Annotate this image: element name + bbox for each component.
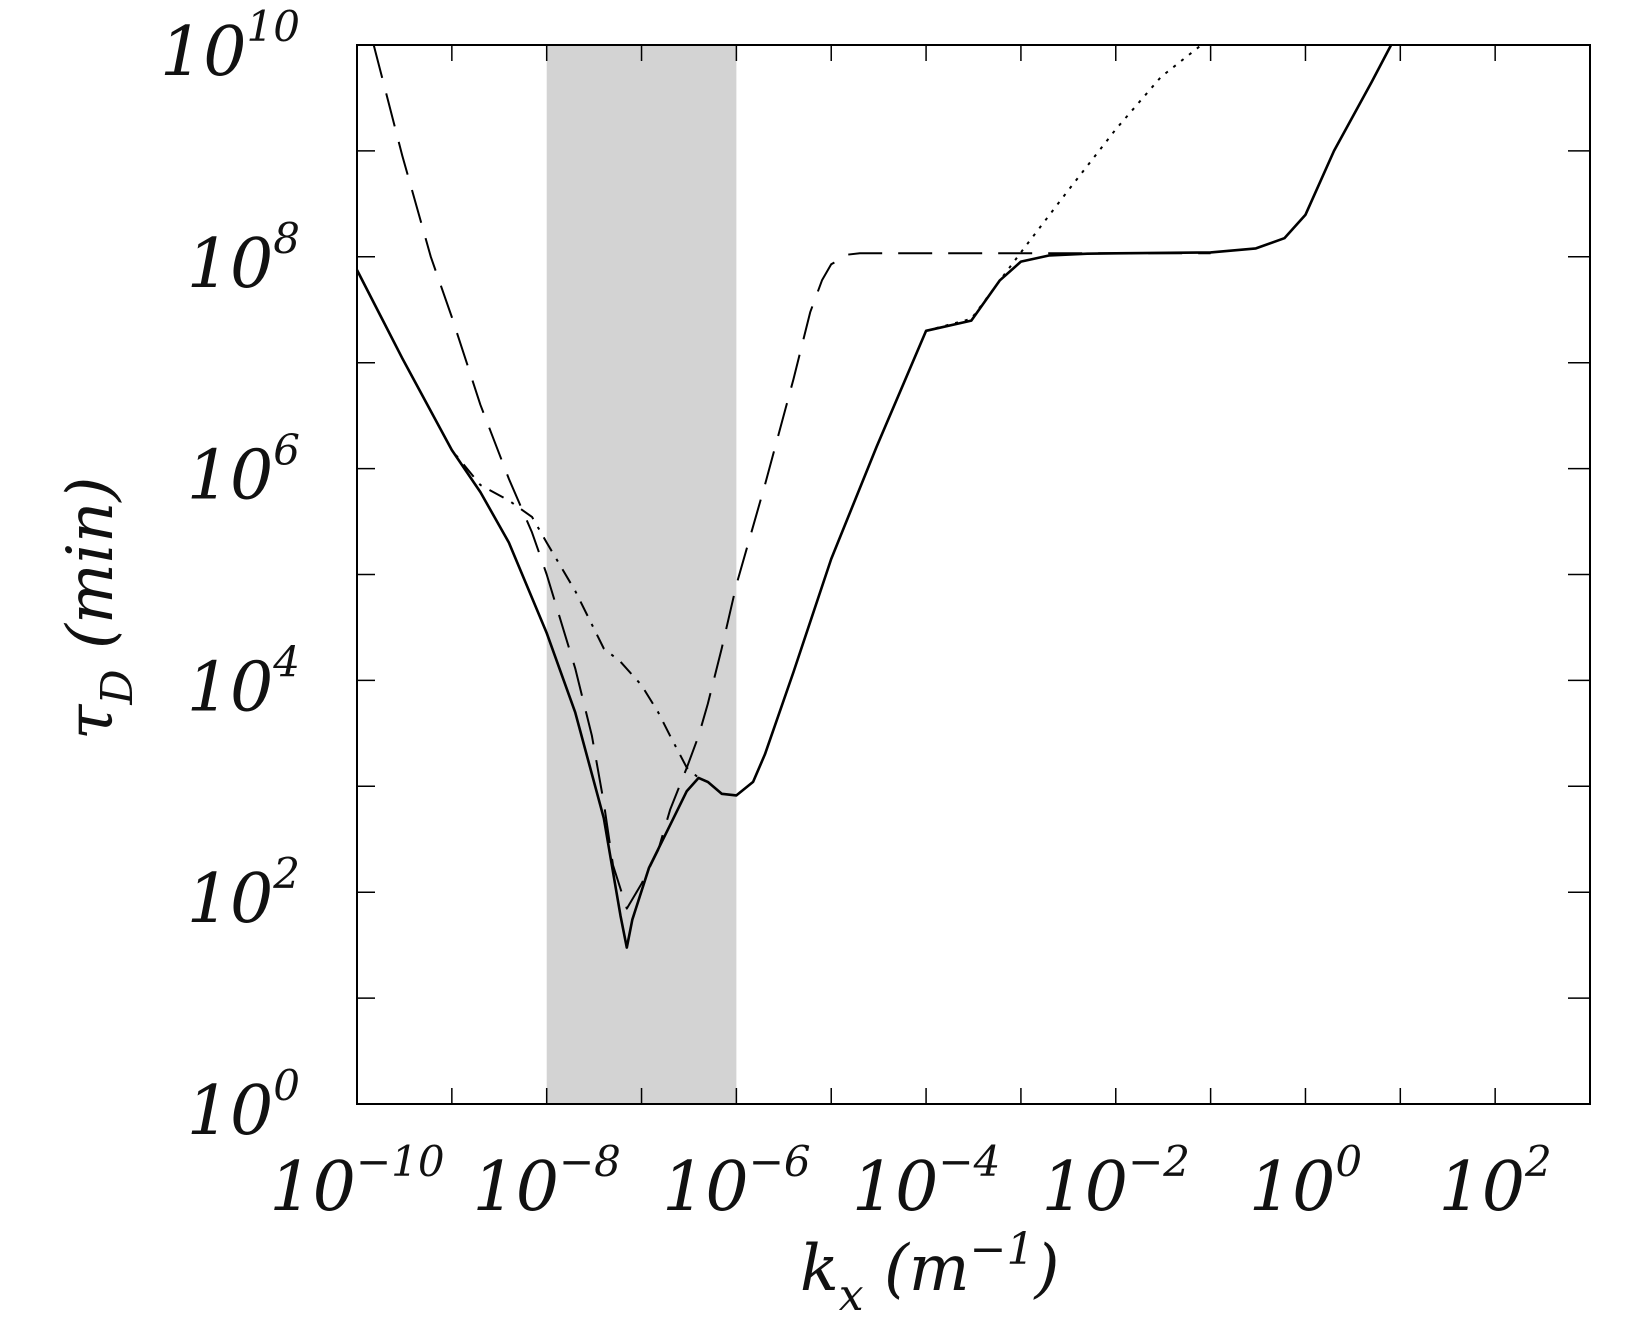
x-tick-label: 102 [1439,1137,1552,1227]
y-tick-label: 104 [187,637,300,727]
x-axis-label: kx (m−1) [800,1224,1059,1321]
series-layer [355,44,1393,949]
x-tick-label: 10−2 [1042,1137,1190,1227]
plot-frame [356,44,1591,1105]
y-tick-labels: 100 102 104 106 108 1010 [160,2,300,1151]
y-tick-label: 108 [187,214,300,304]
x-tick-label: 10−10 [269,1137,444,1227]
series-line-dash-dot [356,269,700,779]
shaded-band-layer [546,45,737,1104]
x-tick-label: 10−4 [852,1137,1000,1227]
y-axis-label: τD (min) [54,477,143,740]
x-tick-label: 10−8 [472,1137,620,1227]
series-line-solid [355,44,1393,949]
x-tick-label: 10−6 [662,1137,810,1227]
x-tick-labels: 10−10 10−8 10−6 10−4 10−2 100 102 [269,1137,1551,1227]
tick-marks [357,45,1590,1104]
y-tick-label: 102 [187,849,300,939]
y-tick-label: 106 [187,426,300,516]
y-tick-label: 100 [187,1061,300,1151]
series-line-long-dash [372,44,1211,910]
x-tick-label: 100 [1249,1137,1362,1227]
y-tick-label: 1010 [160,2,300,92]
shaded-band [546,45,737,1104]
series-line-dotted [925,44,1203,332]
